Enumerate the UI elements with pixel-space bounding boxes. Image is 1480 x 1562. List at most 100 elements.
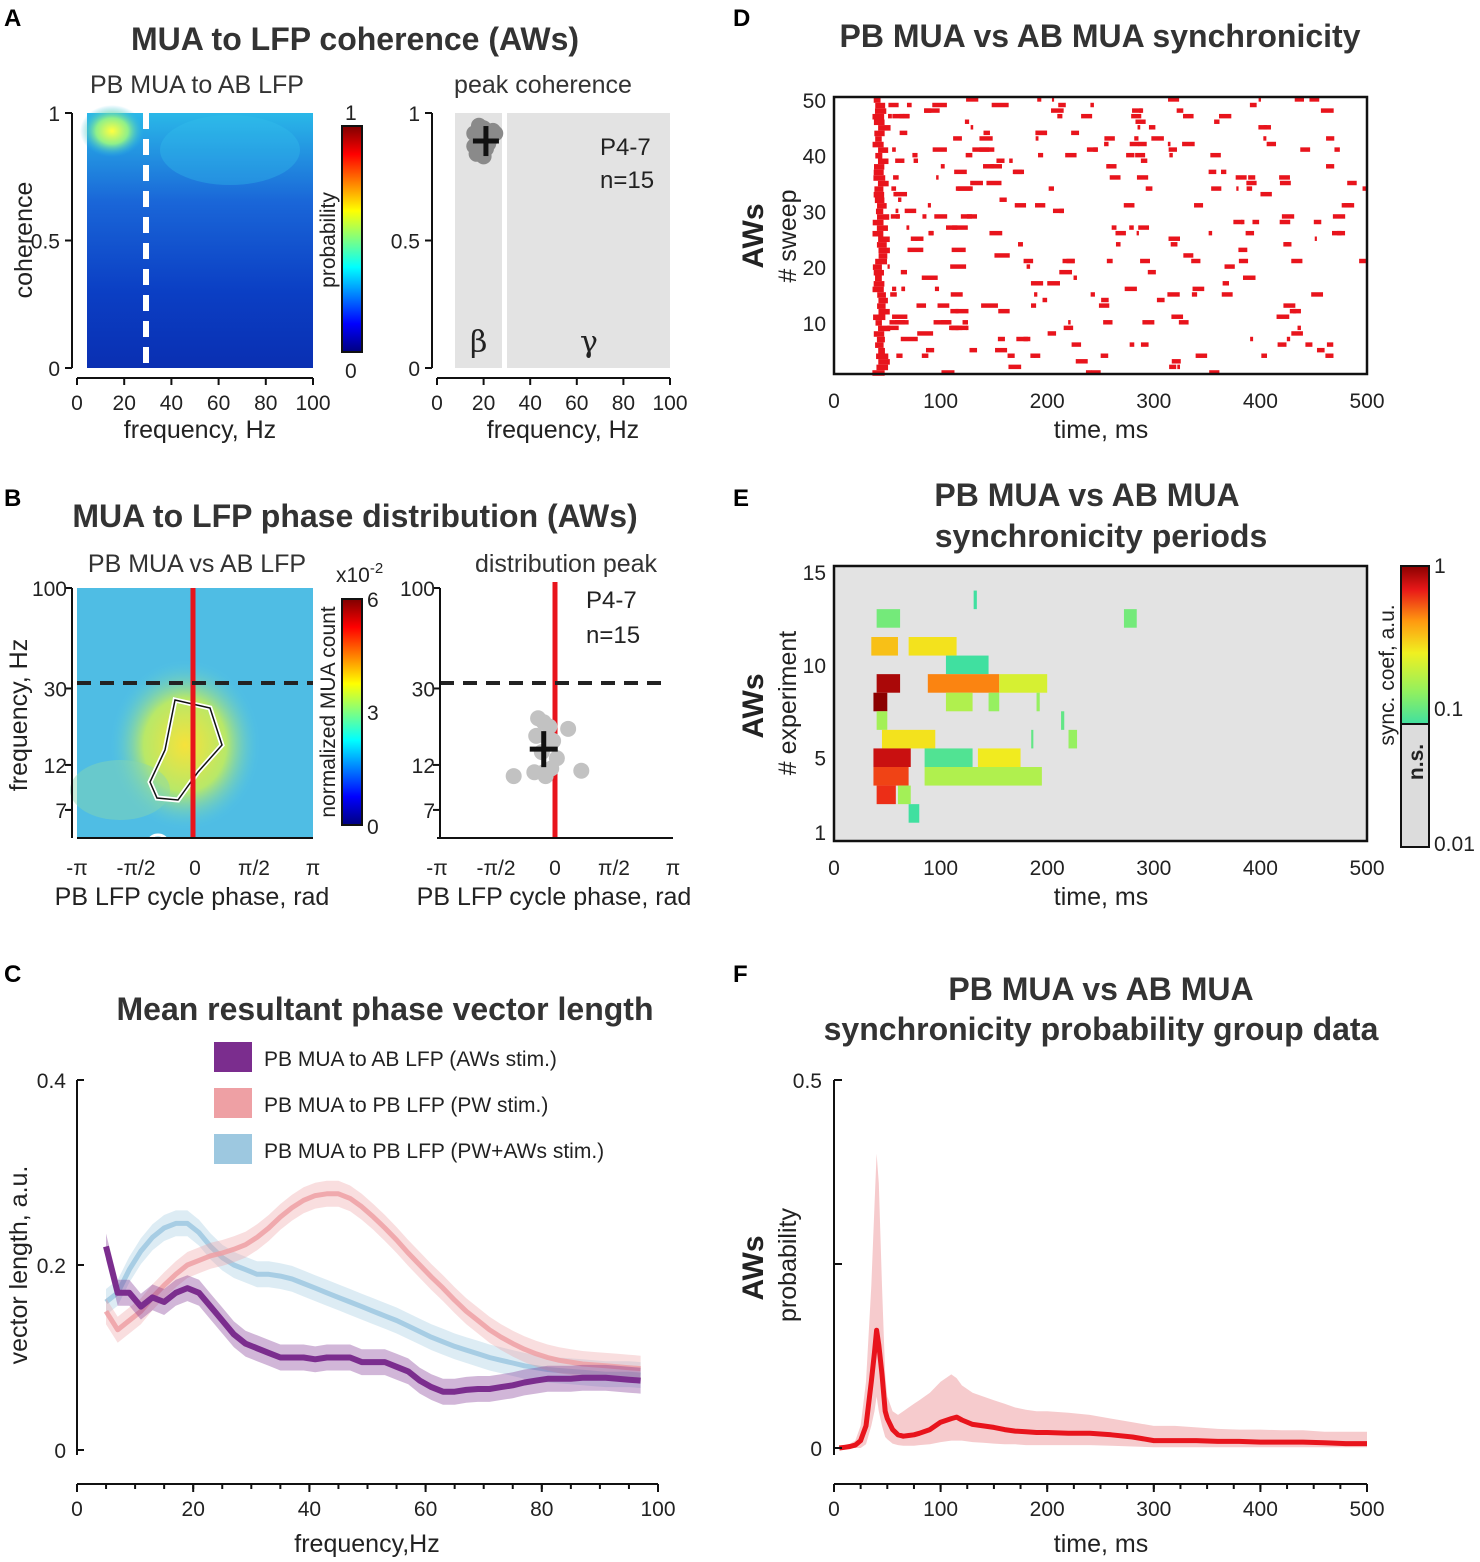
plot-frame — [834, 97, 1367, 374]
x-tick-label: π/2 — [238, 857, 270, 880]
y-tick-label: 50 — [803, 90, 826, 113]
sync-block — [871, 637, 898, 656]
raster-spike — [875, 259, 887, 265]
raster-spike — [879, 253, 888, 259]
raster-spike — [1171, 242, 1178, 246]
raster-spike — [1223, 281, 1229, 285]
raster-spike — [1246, 231, 1254, 235]
raster-spike — [1279, 175, 1290, 179]
x-tick-label: 0 — [828, 1498, 840, 1521]
sync-block — [946, 693, 973, 712]
raster-spike — [1167, 292, 1179, 296]
raster-spike — [874, 192, 884, 198]
raster-spike — [876, 354, 888, 360]
panel-label-c: C — [4, 961, 21, 988]
panel-label-a: A — [4, 5, 21, 32]
legend-swatch — [214, 1088, 252, 1118]
raster-spike — [1129, 225, 1134, 229]
raster-spike — [908, 248, 924, 252]
raster-spike — [877, 225, 888, 231]
raster-spike — [1142, 320, 1154, 324]
raster-spike — [1138, 125, 1141, 129]
raster-spike — [1287, 337, 1290, 341]
raster-spike — [878, 125, 890, 131]
panel-b-left-xlabel: PB LFP cycle phase, rad — [55, 883, 330, 911]
raster-spike — [1063, 259, 1075, 263]
panel-e-ylabel-aws: AWs — [737, 673, 770, 738]
panel-f-xlabel: time, ms — [1054, 1530, 1148, 1558]
raster-spike — [1298, 326, 1301, 330]
raster-spike — [1031, 281, 1043, 285]
x-tick-label: 100 — [295, 392, 330, 415]
raster-spike — [1278, 342, 1287, 346]
raster-spike — [1130, 142, 1140, 146]
raster-spike — [1214, 120, 1219, 124]
raster-spike — [954, 170, 967, 174]
raster-spike — [938, 303, 950, 307]
raster-spike — [1038, 153, 1043, 157]
sync-block — [873, 748, 910, 767]
sync-block — [928, 674, 999, 693]
panel-f-ylabel: probability — [774, 1208, 802, 1322]
x-tick-label: 40 — [519, 392, 542, 415]
panel-c-xlabel: frequency,Hz — [294, 1530, 439, 1558]
raster-spike — [952, 248, 966, 252]
figure: A MUA to LFP coherence (AWs) PB MUA to A… — [0, 0, 1480, 1562]
raster-spike — [1300, 147, 1310, 151]
raster-spike — [1148, 270, 1156, 274]
x-tick-label: π — [306, 857, 321, 880]
raster-spike — [873, 142, 884, 148]
raster-spike — [1283, 303, 1295, 307]
raster-spike — [1115, 231, 1125, 235]
x-tick-label: 100 — [923, 857, 958, 880]
panel-a-n-annotation: n=15 — [600, 167, 654, 194]
vector-length-plot — [106, 1181, 641, 1405]
panel-d-axes: 0 100 200 300 400 5001020304050 — [803, 90, 1385, 413]
raster-spike — [929, 231, 933, 235]
raster-spike — [902, 287, 904, 291]
raster-spike — [895, 320, 909, 324]
x-tick-label: 0 — [549, 857, 561, 880]
raster-spike — [1183, 114, 1194, 118]
raster-spike — [1009, 159, 1012, 163]
panel-label-b: B — [4, 485, 21, 512]
raster-spike — [1250, 103, 1257, 107]
raster-spike — [878, 348, 885, 354]
raster-spike — [1225, 264, 1235, 268]
raster-spike — [892, 147, 896, 151]
raster-spike — [1047, 281, 1060, 285]
sync-block — [877, 711, 888, 730]
panel-b-n-annotation: n=15 — [586, 622, 640, 649]
peak-point — [573, 763, 589, 779]
raster-spike — [1315, 237, 1317, 241]
x-tick-label: π — [666, 857, 681, 880]
y-tick-label: 20 — [803, 257, 826, 280]
raster-spike — [874, 281, 885, 287]
x-tick-label: 60 — [207, 392, 230, 415]
x-tick-label: 500 — [1349, 390, 1384, 413]
raster-spike — [1035, 203, 1045, 207]
raster-spike — [1146, 186, 1153, 190]
sync-block — [974, 591, 977, 610]
raster-spike — [1194, 203, 1203, 207]
x-tick-label: 60 — [565, 392, 588, 415]
raster-spike — [1024, 259, 1034, 263]
y-tick-label: 0.5 — [793, 1070, 822, 1093]
panel-a-age-annotation: P4-7 — [600, 134, 651, 161]
raster-spike — [891, 186, 896, 190]
raster-spike — [1282, 214, 1294, 218]
sync-block — [1031, 730, 1033, 749]
y-tick-label: 0 — [408, 358, 420, 381]
raster-spike — [875, 342, 884, 348]
x-tick-label: 200 — [1030, 390, 1065, 413]
x-tick-label: 300 — [1136, 857, 1171, 880]
panel-b-age-annotation: P4-7 — [586, 587, 637, 614]
x-tick-label: -π — [66, 857, 87, 880]
y-tick-label: 30 — [44, 678, 67, 701]
x-tick-label: 100 — [652, 392, 687, 415]
raster-spike — [1059, 270, 1072, 274]
raster-spike — [1023, 337, 1027, 341]
raster-spike — [875, 198, 885, 204]
gamma-band-label: γ — [580, 325, 598, 360]
y-tick-label: 40 — [803, 146, 826, 169]
